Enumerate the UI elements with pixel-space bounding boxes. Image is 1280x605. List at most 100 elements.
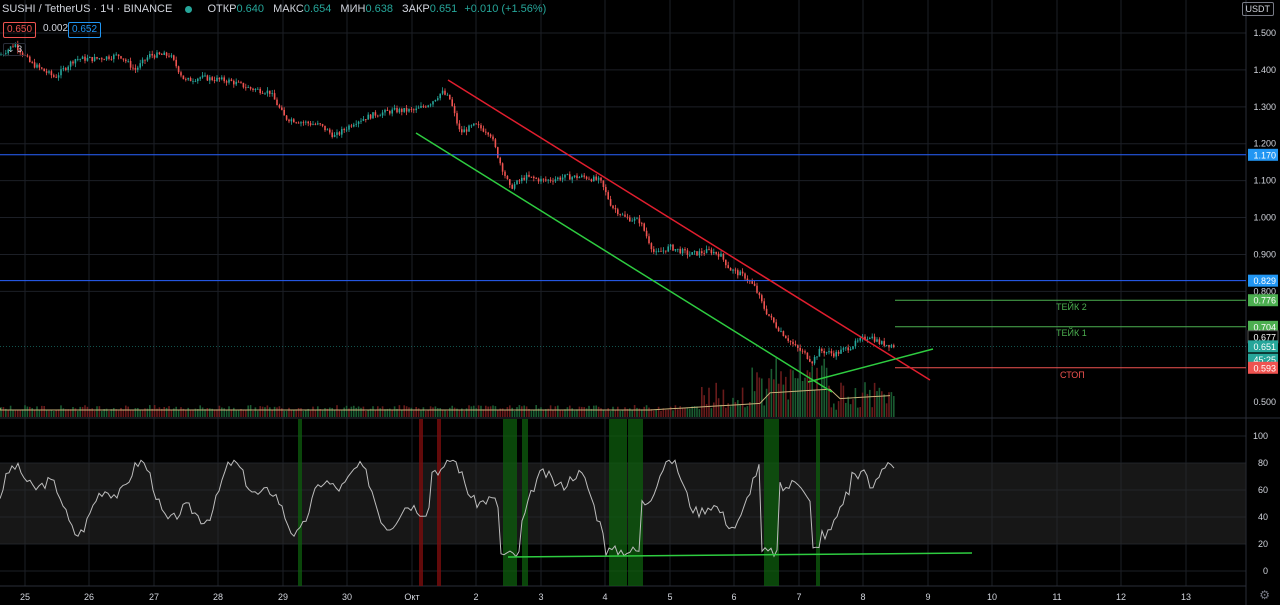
volume-bar xyxy=(237,410,240,417)
rsi-tick-label: 60 xyxy=(1258,485,1268,495)
volume-bar xyxy=(552,410,554,417)
volume-bar xyxy=(153,405,156,417)
candle-body xyxy=(132,67,134,69)
candle-body xyxy=(801,350,804,352)
indicators-toggle[interactable]: ⌄ 3 xyxy=(3,43,27,56)
volume-bar xyxy=(811,366,813,417)
candle-body xyxy=(792,341,794,345)
volume-bar xyxy=(729,406,732,417)
currency-button[interactable]: USDT xyxy=(1241,2,1274,16)
candle-body xyxy=(134,67,137,70)
candle-body xyxy=(684,249,686,251)
volume-bar xyxy=(631,410,633,417)
volume-bar xyxy=(653,410,655,417)
volume-bar xyxy=(31,408,33,417)
candle-body xyxy=(540,178,542,182)
candle-body xyxy=(782,331,785,337)
candle-body xyxy=(161,54,163,55)
volume-bar xyxy=(324,408,326,417)
sell-price-box[interactable]: 0.650 xyxy=(3,22,37,38)
volume-bar xyxy=(854,387,857,417)
volume-bar xyxy=(127,406,129,417)
candle-body xyxy=(549,179,552,181)
candle-body xyxy=(237,81,240,83)
candle-body xyxy=(333,134,336,137)
volume-bar xyxy=(842,385,845,417)
candle-body xyxy=(86,57,89,61)
volume-bar xyxy=(96,406,98,417)
volume-bar xyxy=(420,410,422,417)
time-tick-label: 8 xyxy=(860,592,865,602)
volume-bar xyxy=(861,392,864,417)
candle-body xyxy=(45,71,48,73)
buy-price-box[interactable]: 0.652 xyxy=(68,22,102,38)
price-badge xyxy=(1248,294,1278,307)
candle-body xyxy=(717,253,720,257)
price-tick-label: 1.200 xyxy=(1253,139,1276,149)
volume-bar xyxy=(425,410,427,417)
volume-bar xyxy=(789,369,792,417)
volume-bar xyxy=(506,407,509,417)
candle-body xyxy=(665,250,667,252)
volume-bar xyxy=(345,405,348,417)
candle-body xyxy=(768,314,770,316)
candle-body xyxy=(854,340,857,347)
volume-bar xyxy=(518,405,521,417)
volume-ma-line xyxy=(0,388,891,411)
volume-bar xyxy=(473,405,475,417)
volume-bar xyxy=(763,405,765,417)
volume-bar xyxy=(873,382,876,417)
candle-body xyxy=(437,98,439,100)
gear-icon[interactable]: ⚙ xyxy=(1259,588,1270,602)
volume-bar xyxy=(480,405,482,417)
volume-bar xyxy=(657,406,660,417)
volume-bar xyxy=(681,407,684,417)
volume-bar xyxy=(542,410,545,417)
volume-bar xyxy=(722,389,725,417)
candle-body xyxy=(326,129,329,131)
volume-bar xyxy=(374,410,377,417)
rsi-tick-label: 20 xyxy=(1258,539,1268,549)
volume-bar xyxy=(655,409,657,417)
candle-body xyxy=(734,269,737,271)
volume-bar xyxy=(746,406,749,417)
candle-body xyxy=(204,75,206,77)
candle-body xyxy=(336,132,338,135)
volume-bar xyxy=(365,410,367,417)
candle-body xyxy=(761,295,763,302)
volume-bar xyxy=(386,408,389,417)
volume-bar xyxy=(453,407,456,417)
candle-body xyxy=(845,347,847,349)
candle-body xyxy=(91,57,93,62)
candle-body xyxy=(789,340,792,342)
candle-body xyxy=(158,52,161,55)
volume-bar xyxy=(662,408,665,417)
volume-bar xyxy=(621,410,624,417)
volume-bar xyxy=(744,407,746,417)
candle-body xyxy=(331,132,333,137)
volume-bar xyxy=(432,407,434,417)
volume-bar xyxy=(883,394,885,417)
candle-body xyxy=(199,77,201,79)
candle-body xyxy=(871,336,873,338)
candle-body xyxy=(252,88,254,90)
candle-body xyxy=(840,349,842,354)
volume-bar xyxy=(588,405,590,417)
volume-bar xyxy=(163,406,165,417)
symbol-legend[interactable]: SUSHI / TetherUS · 1Ч · BINANCE ОТКР0.64… xyxy=(2,3,546,15)
candle-body xyxy=(756,285,758,293)
volume-bar xyxy=(482,409,485,417)
volume-bar xyxy=(564,409,566,417)
volume-bar xyxy=(273,406,276,417)
candle-body xyxy=(693,251,696,253)
volume-bar xyxy=(74,408,77,417)
candle-body xyxy=(103,59,105,61)
volume-bar xyxy=(19,409,21,417)
volume-bar xyxy=(559,410,561,417)
symbol-title[interactable]: SUSHI / TetherUS · 1Ч · BINANCE xyxy=(2,3,173,15)
volume-bar xyxy=(319,409,321,417)
volume-bar xyxy=(146,408,149,417)
volume-bar xyxy=(535,405,537,417)
volume-bar xyxy=(600,408,602,417)
